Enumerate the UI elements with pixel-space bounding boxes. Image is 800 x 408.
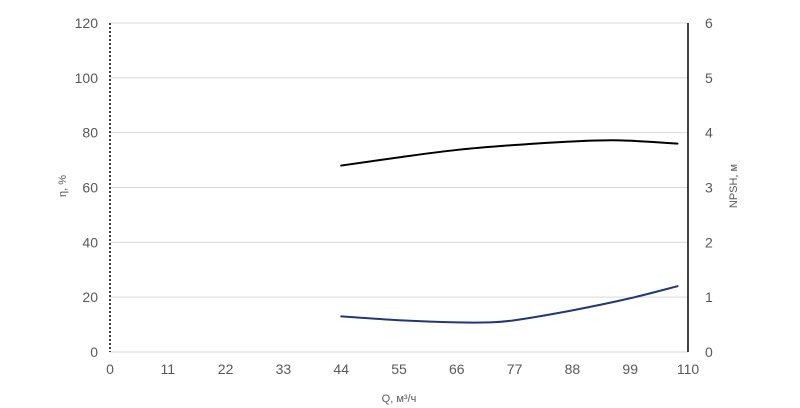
y-left-tick-label-5: 100 — [75, 70, 99, 86]
y-left-tick-label-6: 120 — [75, 15, 99, 31]
axes — [109, 23, 689, 353]
y-left-tick-label-2: 40 — [82, 234, 98, 250]
x-tick-label-9: 99 — [622, 361, 638, 377]
y-right-tick-label-5: 5 — [705, 70, 713, 86]
x-tick-label-7: 77 — [507, 361, 523, 377]
x-tick-label-1: 11 — [161, 361, 176, 377]
series-lines — [340, 139, 679, 324]
series-line-1 — [340, 285, 679, 324]
y-left-tick-labels: 0 20 40 60 80 100 120 — [75, 15, 99, 360]
y-right-tick-label-1: 1 — [705, 289, 713, 305]
grid-lines — [110, 22, 688, 298]
y-left-tick-label-3: 60 — [82, 180, 98, 196]
x-axis-title: Q, м³/ч — [382, 393, 417, 405]
y-right-tick-label-3: 3 — [705, 180, 713, 196]
y-right-tick-label-6: 6 — [705, 15, 713, 31]
y-left-axis-title: η, % — [57, 175, 69, 197]
x-tick-label-2: 22 — [218, 361, 234, 377]
y-right-tick-label-0: 0 — [705, 344, 713, 360]
x-tick-labels: 0 11 22 33 44 55 66 77 88 99 110 — [106, 361, 699, 377]
x-tick-label-8: 88 — [565, 361, 581, 377]
y-right-tick-label-4: 4 — [705, 125, 713, 141]
y-left-tick-label-0: 0 — [90, 344, 98, 360]
x-tick-label-4: 44 — [333, 361, 349, 377]
y-right-tick-labels: 0 1 2 3 4 5 6 — [705, 15, 713, 360]
x-tick-label-6: 66 — [449, 361, 465, 377]
series-line-0 — [340, 139, 679, 167]
x-tick-label-0: 0 — [106, 361, 114, 377]
x-tick-label-5: 55 — [391, 361, 407, 377]
y-left-tick-label-4: 80 — [82, 125, 98, 141]
y-right-tick-label-2: 2 — [705, 234, 713, 250]
x-tick-label-3: 33 — [276, 361, 292, 377]
y-right-axis-title: NPSH, м — [728, 164, 740, 208]
y-left-tick-label-1: 20 — [82, 289, 98, 305]
x-tick-label-10: 110 — [677, 361, 700, 377]
